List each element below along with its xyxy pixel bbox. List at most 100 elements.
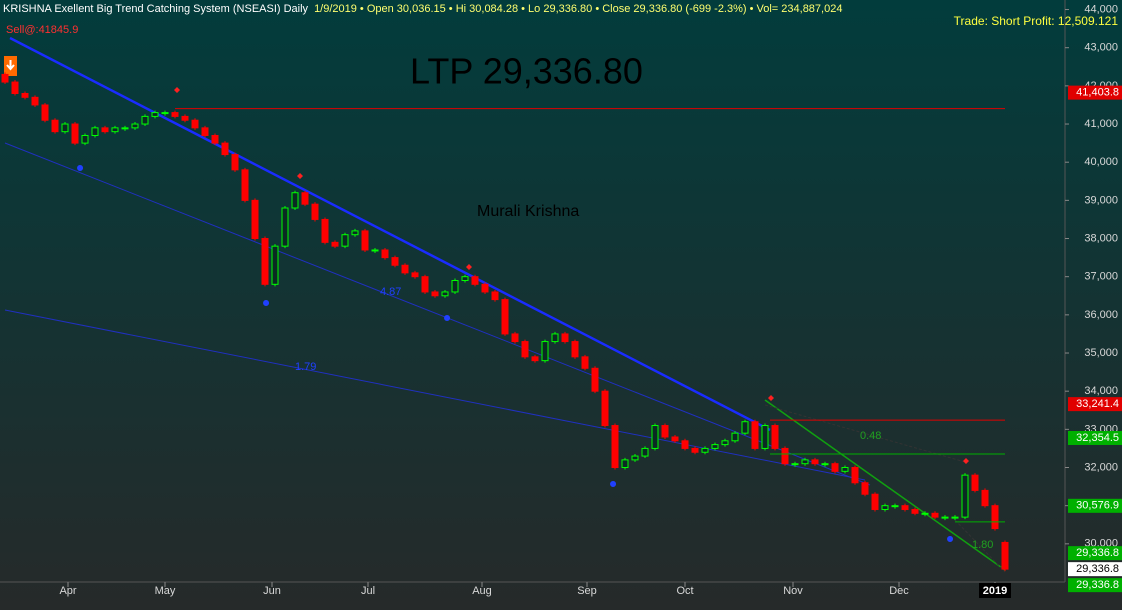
candle-body [261,238,269,285]
candle-body [311,203,319,220]
candle-body [181,115,189,121]
candle-body [741,421,749,434]
level-label: 30,576.9 [1076,500,1119,512]
trend-line [954,519,1006,573]
candle-body [531,356,539,362]
y-tick-label: 34,000 [1084,385,1118,397]
candle-body [251,199,259,240]
candle-body [291,192,299,209]
candle-body [901,505,909,510]
candle-body [481,283,489,293]
trend-line [9,36,771,432]
ltp: LTP 29,336.80 [410,51,643,92]
level-box [1068,397,1122,412]
candle-body [621,459,629,469]
candle-body [111,127,119,133]
candle-body [171,112,179,117]
candle-body [231,154,239,171]
candle-body [361,230,369,251]
x-tick-label: Oct [676,585,693,597]
trade-note: Trade: Short Profit: 12,509.121 [954,14,1119,28]
level-box [1068,562,1122,577]
y-tick-label: 37,000 [1084,271,1118,283]
level-label: 41,403.8 [1076,87,1119,99]
candle-body [581,356,589,369]
candle-body [41,104,49,121]
candle-body [1001,541,1009,570]
candle-body [21,93,29,98]
candle-body [821,463,829,466]
candle-body [501,299,509,335]
candle-body [301,192,309,205]
y-tick-label: 40,000 [1084,156,1118,168]
candle-body [801,459,809,465]
candle-body [11,81,19,95]
candle-body [221,142,229,156]
candle-body [961,474,969,518]
candle-body [101,127,109,133]
trend-line [4,142,871,486]
candle-body [661,425,669,438]
candle-body [511,333,519,343]
level-box [1068,498,1122,513]
x-tick-label: Aug [472,585,492,597]
candle-body [921,512,929,515]
candle-body [771,425,779,449]
x-tick-box [979,583,1011,598]
candle-body [631,455,639,461]
candle-body [871,493,879,510]
candle-body [641,447,649,457]
candle-body [441,291,449,297]
candle-body [781,447,789,465]
sell-note: Sell@:41845.9 [6,24,78,36]
y-tick-label: 36,000 [1084,309,1118,321]
candle-body [671,436,679,442]
x-tick-label: Sep [577,585,597,597]
trendline-label: 0.48 [860,430,881,442]
candle-body [431,291,439,297]
candle-body [711,444,719,449]
candle-body [241,169,249,201]
candle-body [1,73,9,83]
author: Murali Krishna [477,203,579,220]
candle-body [651,425,659,449]
y-tick-label: 43,000 [1084,42,1118,54]
candle-body [281,207,289,247]
y-tick-label: 41,000 [1084,118,1118,130]
candle-body [731,432,739,442]
candle-body [591,367,599,392]
candle-body [681,440,689,449]
candle-body [161,112,169,115]
trendline-label: 4.87 [380,286,401,298]
x-tick-label: Dec [889,585,909,597]
candle-body [831,463,839,472]
candle-body [851,467,859,484]
candle-body [951,516,959,519]
candle-body [541,341,549,362]
x-tick-label: Nov [783,585,803,597]
candle-body [421,276,429,293]
level-box [1068,578,1122,593]
candle-body [551,333,559,343]
candle-body [701,447,709,453]
candle-body [121,127,129,130]
candle-body [391,257,399,266]
candle-body [521,341,529,358]
candle-body [211,134,219,144]
candle-body [491,291,499,301]
candle-body [891,505,899,508]
x-tick-label: Jun [263,585,281,597]
candle-body [131,123,139,129]
candle-body [981,489,989,507]
y-tick-label: 32,000 [1084,461,1118,473]
candle-body [461,276,469,282]
trendline-label: 1.80 [972,539,993,551]
candle-body [941,516,949,519]
candle-body [791,463,799,466]
candle-body [411,272,419,278]
candle-body [931,512,939,518]
y-tick-label: 44,000 [1084,3,1118,15]
candle-body [911,508,919,514]
candle-body [141,115,149,125]
